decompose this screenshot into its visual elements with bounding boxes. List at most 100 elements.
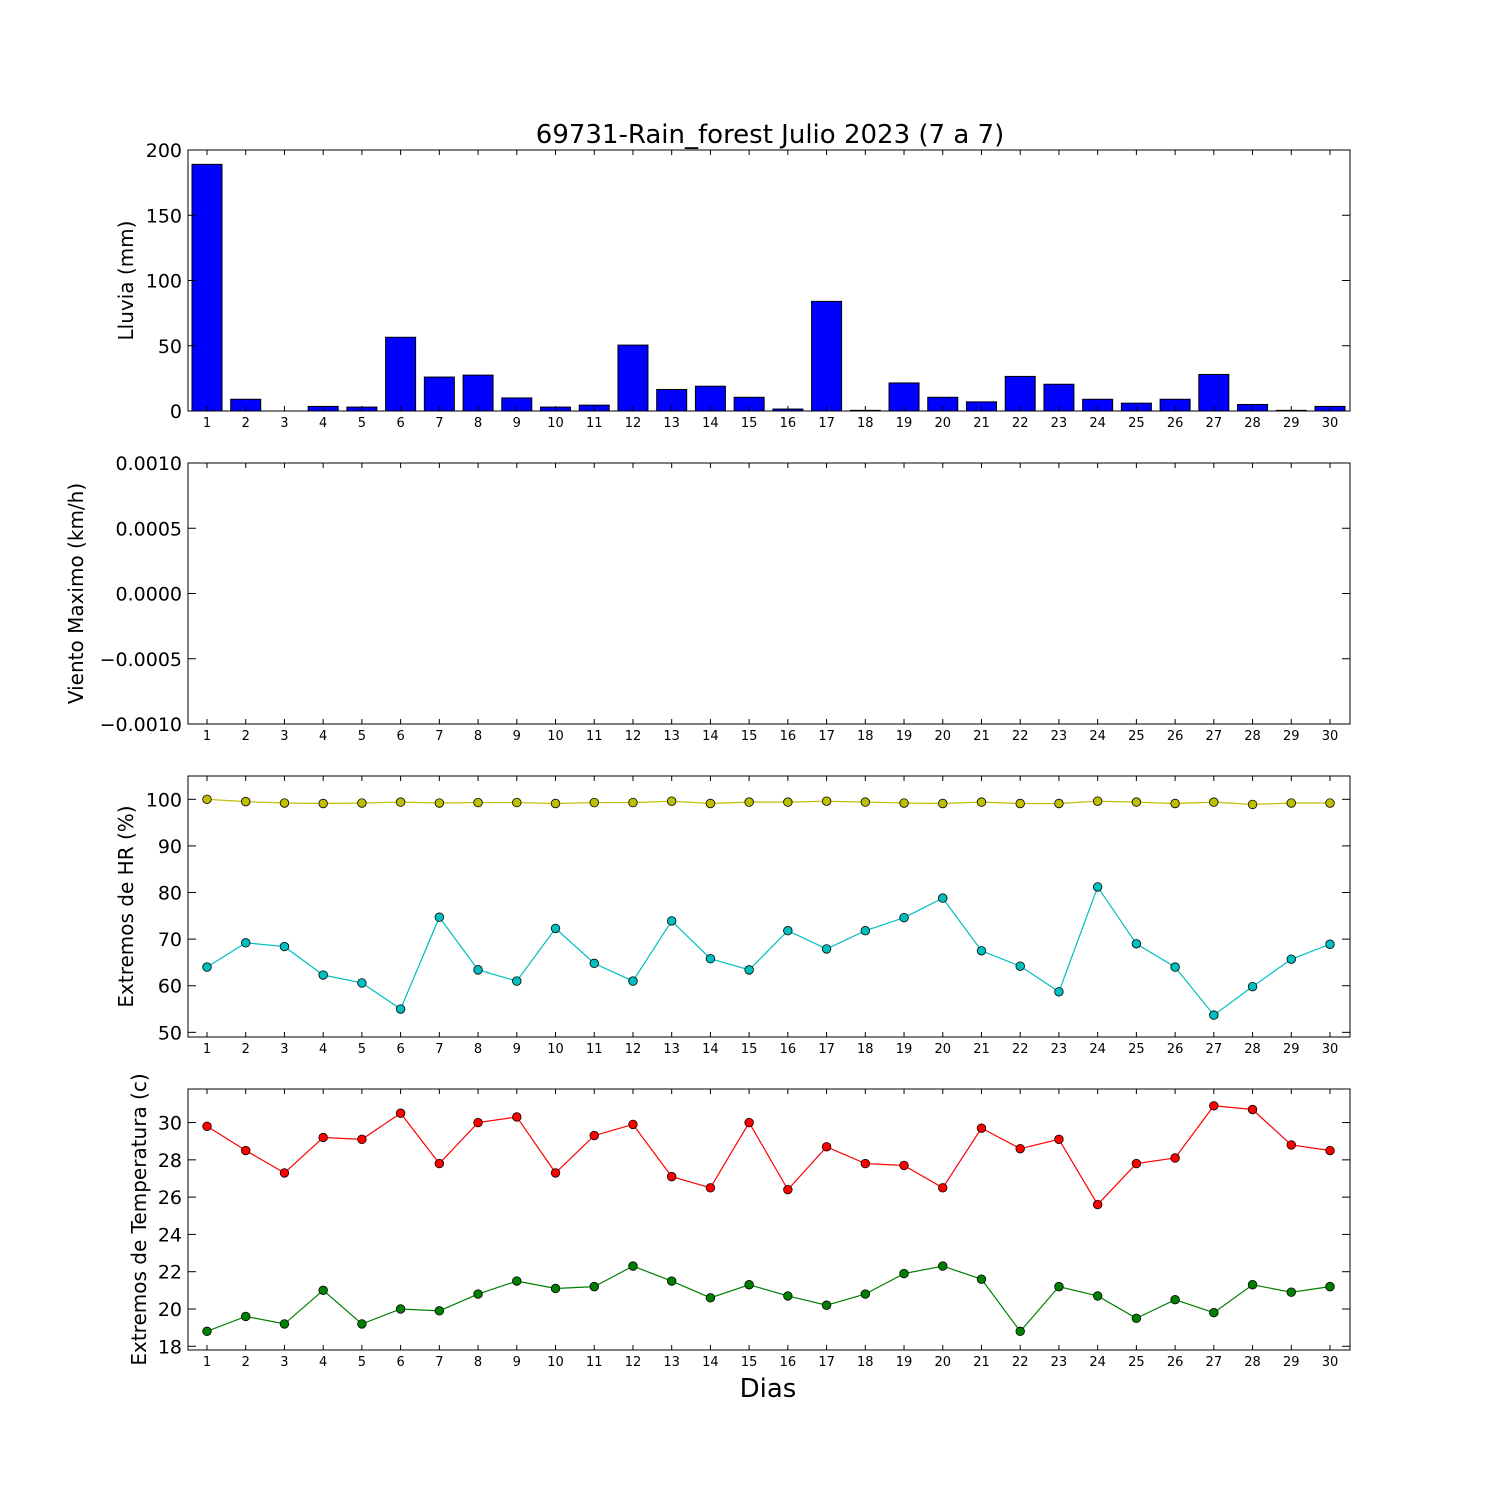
humidity-x-tick-label: 8 (474, 1042, 482, 1057)
temperature-series-1-point-22 (1015, 1326, 1025, 1337)
wind-x-tick-label: 12 (625, 729, 642, 744)
rain-x-tick-label: 28 (1244, 416, 1261, 431)
humidity-series-1-point-5 (357, 978, 367, 988)
humidity-series-1-point-24 (1092, 882, 1103, 892)
wind-x-tick-label: 19 (896, 729, 913, 744)
rain-x-tick-label: 14 (702, 416, 719, 431)
temperature-x-tick-label: 12 (625, 1355, 642, 1370)
humidity-series-1-point-28 (1247, 981, 1258, 992)
wind-y-tick-label: −0.0005 (100, 649, 182, 671)
humidity-x-tick-label: 12 (625, 1042, 642, 1057)
wind-x-tick-label: 16 (780, 729, 797, 744)
humidity-series-0-point-18 (860, 797, 871, 807)
humidity-series-0-point-2 (241, 796, 251, 807)
rain-y-tick-label: 200 (146, 140, 182, 162)
wind-x-tick-label: 22 (1012, 729, 1029, 744)
temperature-series-1-point-23 (1054, 1281, 1064, 1292)
humidity-series-0-point-28 (1247, 799, 1258, 810)
temperature-x-tick-label: 20 (934, 1355, 951, 1370)
humidity-series-0-point-20 (938, 798, 948, 809)
humidity-y-tick-label: 100 (146, 789, 182, 811)
humidity-y-tick-label: 90 (158, 836, 182, 858)
humidity-series-1-point-16 (783, 926, 793, 936)
humidity-series-1-point-30 (1325, 939, 1335, 949)
temperature-series-0-point-1 (202, 1121, 212, 1131)
temperature-x-tick-label: 29 (1283, 1355, 1300, 1370)
humidity-series-0-point-17 (821, 796, 832, 806)
rain-x-tick-label: 18 (857, 416, 874, 431)
panel-wind: 1 2 3 4 5 6 7 8 9 10 11 12 13 14 15 16 17 18 19 20 21 22 23 24 2… (64, 453, 1351, 744)
rain-x-tick-label: 21 (973, 416, 990, 431)
wind-x-tick-label: 30 (1322, 729, 1339, 744)
humidity-axes-frame (187, 775, 1351, 1038)
temperature-x-tick-label: 2 (242, 1355, 250, 1370)
temperature-series-0-point-11 (589, 1130, 599, 1141)
rain-x-tick-label: 9 (513, 416, 521, 431)
humidity-series-0-point-25 (1131, 797, 1142, 807)
humidity-x-tick-label: 9 (513, 1042, 521, 1057)
wind-x-tick-label: 23 (1051, 729, 1068, 744)
humidity-series-0-point-3 (279, 798, 290, 808)
humidity-series-0-point-10 (550, 798, 561, 809)
humidity-x-tick-label: 2 (242, 1042, 250, 1057)
humidity-x-tick-label: 21 (973, 1042, 990, 1057)
temperature-series-1-point-9 (512, 1276, 522, 1286)
rain-x-tick-label: 15 (741, 416, 758, 431)
humidity-series-1-point-27 (1209, 1010, 1219, 1020)
humidity-x-tick-label: 28 (1244, 1042, 1261, 1057)
humidity-x-tick-label: 1 (203, 1042, 211, 1057)
humidity-series-0-line (206, 798, 1330, 806)
humidity-x-tick-label: 23 (1051, 1042, 1068, 1057)
temperature-series-0-point-17 (821, 1142, 832, 1152)
humidity-series-0-point-14 (705, 798, 716, 809)
temperature-series-0-point-5 (357, 1134, 367, 1145)
humidity-series-0-point-27 (1209, 797, 1219, 807)
temperature-y-tick-label: 24 (158, 1224, 182, 1246)
wind-x-tick-label: 1 (203, 729, 211, 744)
wind-x-tick-label: 17 (818, 729, 835, 744)
humidity-y-axis-label: Extremos de HR (%) (114, 805, 138, 1007)
temperature-x-tick-label: 1 (203, 1355, 211, 1370)
humidity-series-0-point-11 (589, 797, 599, 808)
rain-x-tick-label: 25 (1128, 416, 1145, 431)
temperature-series-0-point-14 (705, 1183, 716, 1193)
rain-x-tick-label: 20 (934, 416, 951, 431)
temperature-x-tick-label: 5 (358, 1355, 366, 1370)
wind-x-tick-label: 14 (702, 729, 719, 744)
temperature-x-tick-label: 7 (435, 1355, 443, 1370)
temperature-x-tick-label: 17 (818, 1355, 835, 1370)
rain-bar-12 (617, 344, 649, 412)
x-axis-label: Dias (740, 1374, 797, 1404)
humidity-series-1-point-19 (899, 912, 909, 923)
temperature-series-1-point-29 (1286, 1287, 1296, 1297)
temperature-x-tick-label: 9 (513, 1355, 521, 1370)
humidity-x-tick-label: 24 (1089, 1042, 1106, 1057)
rain-x-tick-label: 17 (818, 416, 835, 431)
humidity-series-1-point-11 (589, 958, 599, 969)
humidity-x-tick-label: 22 (1012, 1042, 1029, 1057)
wind-y-tick-label: 0.0005 (116, 518, 182, 540)
temperature-series-1-point-18 (860, 1289, 871, 1299)
humidity-series-1-point-15 (744, 965, 754, 975)
temperature-series-1-point-7 (434, 1306, 445, 1316)
humidity-x-tick-label: 27 (1206, 1042, 1223, 1057)
humidity-series-0-point-5 (357, 798, 367, 808)
humidity-x-tick-label: 19 (896, 1042, 913, 1057)
temperature-series-0-point-30 (1325, 1145, 1335, 1156)
rain-x-tick-label: 26 (1167, 416, 1184, 431)
humidity-series-0-point-23 (1054, 798, 1064, 809)
temperature-x-tick-label: 22 (1012, 1355, 1029, 1370)
humidity-series-0-point-15 (744, 797, 754, 807)
temperature-series-0-point-18 (860, 1158, 871, 1169)
rain-bar-22 (1004, 375, 1036, 412)
humidity-series-1-point-6 (395, 1004, 406, 1014)
wind-x-tick-label: 29 (1283, 729, 1300, 744)
humidity-series-0-point-26 (1170, 798, 1180, 809)
humidity-x-tick-label: 5 (358, 1042, 366, 1057)
temperature-series-1-point-11 (589, 1281, 599, 1292)
temperature-series-0-line (206, 1105, 1331, 1206)
temperature-series-1-point-14 (705, 1293, 716, 1303)
humidity-series-1-point-3 (279, 941, 290, 952)
temperature-series-1-point-8 (473, 1289, 483, 1299)
